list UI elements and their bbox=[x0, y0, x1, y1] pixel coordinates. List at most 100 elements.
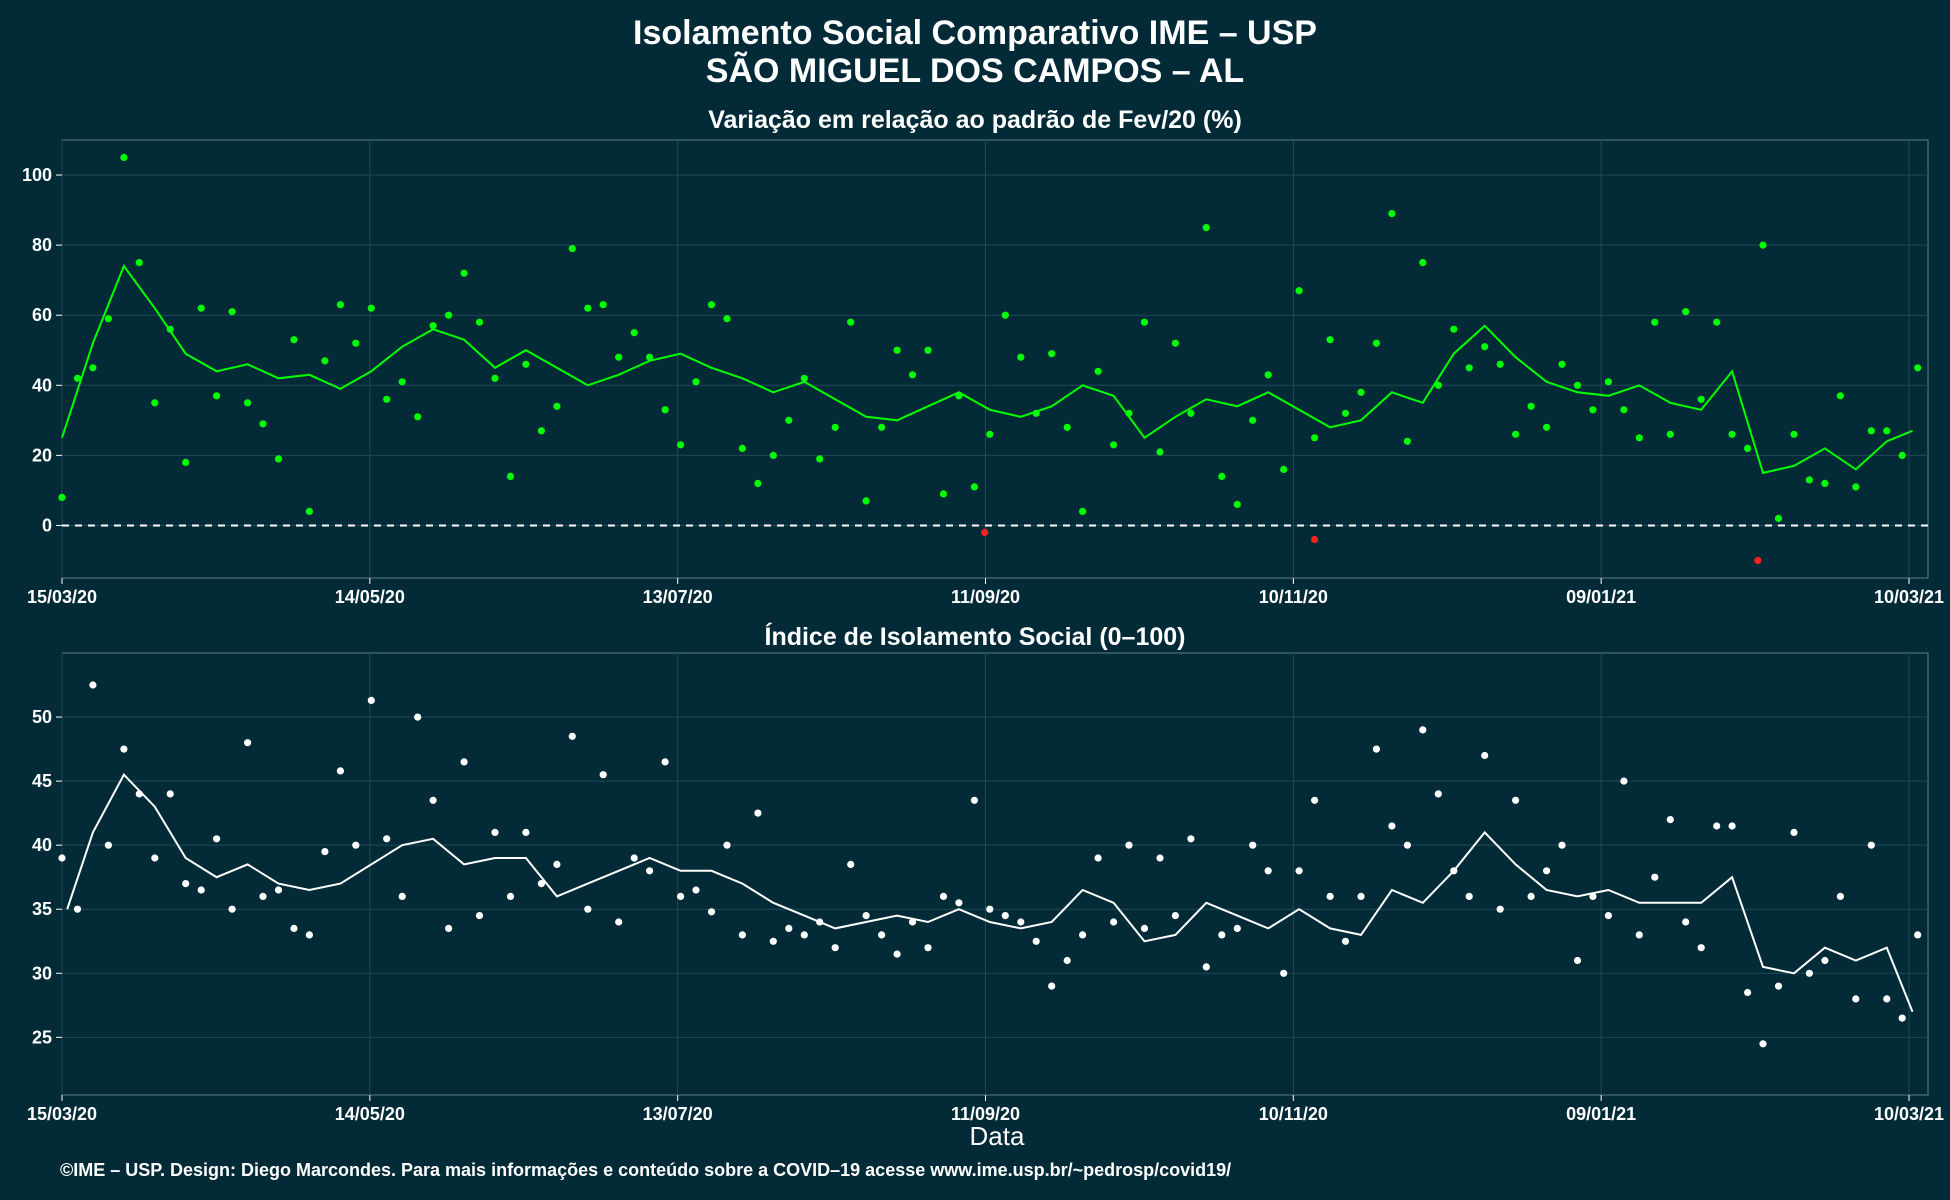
bot-data-point bbox=[939, 892, 948, 901]
bot-data-point bbox=[692, 886, 700, 894]
top-data-point bbox=[1898, 451, 1906, 459]
top-ytick-label: 40 bbox=[32, 375, 52, 395]
top-data-point bbox=[1744, 444, 1752, 452]
top-data-point bbox=[135, 259, 143, 267]
top-data-point bbox=[584, 304, 592, 312]
bot-data-point bbox=[1032, 937, 1040, 945]
bot-data-point bbox=[1017, 918, 1025, 926]
negative-data-point bbox=[981, 528, 989, 537]
top-data-point bbox=[785, 416, 793, 424]
bot-data-point bbox=[414, 713, 422, 721]
bot-data-point bbox=[1604, 912, 1612, 920]
bot-data-point bbox=[1666, 816, 1674, 824]
bot-data-point bbox=[584, 905, 592, 913]
top-data-point bbox=[1728, 430, 1736, 438]
bot-data-point bbox=[1388, 822, 1396, 830]
bot-data-point bbox=[599, 771, 607, 779]
bot-data-point bbox=[1573, 956, 1582, 965]
top-data-point bbox=[1202, 224, 1210, 232]
bot-data-point bbox=[754, 809, 762, 817]
top-data-point bbox=[1465, 364, 1473, 372]
top-data-point bbox=[769, 451, 777, 459]
bot-data-point bbox=[816, 918, 824, 926]
top-data-point bbox=[1651, 318, 1659, 326]
bot-xtick-label: 09/01/21 bbox=[1566, 1104, 1636, 1124]
top-data-point bbox=[1805, 476, 1813, 484]
bot-data-point bbox=[970, 796, 979, 804]
top-data-point bbox=[1450, 325, 1458, 333]
top-data-point bbox=[1914, 364, 1922, 372]
bot-data-point bbox=[383, 835, 391, 843]
bot-data-point bbox=[862, 912, 870, 920]
top-data-point bbox=[445, 311, 453, 319]
bot-data-point bbox=[244, 739, 252, 747]
bot-data-point bbox=[1682, 918, 1690, 926]
bot-ytick-label: 35 bbox=[32, 899, 52, 919]
top-data-point bbox=[1079, 507, 1087, 515]
bot-xtick-label: 15/03/20 bbox=[27, 1104, 97, 1124]
bot-data-point bbox=[1048, 982, 1056, 990]
top-data-point bbox=[290, 336, 298, 344]
top-data-point bbox=[847, 318, 855, 326]
top-moving-average-line bbox=[61, 264, 1913, 475]
bot-data-point bbox=[1759, 1040, 1767, 1048]
bot-data-point bbox=[274, 886, 283, 894]
top-data-point bbox=[1481, 343, 1489, 351]
bot-data-point bbox=[182, 880, 190, 888]
bot-data-point bbox=[475, 912, 484, 920]
bot-data-point bbox=[1357, 892, 1365, 901]
bot-data-point bbox=[491, 828, 499, 837]
top-data-point bbox=[630, 329, 638, 337]
bottom-x-ticks: 15/03/20 14/05/20 13/07/20 11/09/20 10/11/20… bbox=[27, 1095, 1944, 1124]
bot-xtick-label: 14/05/20 bbox=[335, 1104, 405, 1124]
bot-data-point bbox=[1218, 931, 1226, 939]
bot-ytick-label: 30 bbox=[32, 963, 52, 983]
top-data-point bbox=[1110, 441, 1118, 449]
top-data-point bbox=[816, 455, 824, 463]
top-xtick-label: 13/07/20 bbox=[643, 587, 713, 607]
bot-data-point bbox=[1311, 796, 1319, 804]
bot-data-point bbox=[321, 848, 329, 856]
top-panel: 0 20 40 60 80 100 15/03/20 14/05/20 13/07/20 11/… bbox=[22, 139, 1944, 607]
bot-data-point bbox=[1774, 982, 1783, 990]
top-data-point bbox=[1280, 465, 1288, 473]
bot-data-point bbox=[1326, 892, 1334, 901]
top-data-point bbox=[1001, 311, 1009, 319]
top-data-point bbox=[1883, 427, 1891, 435]
top-x-ticks: 15/03/20 14/05/20 13/07/20 11/09/20 10/11/20… bbox=[27, 578, 1944, 607]
top-data-point bbox=[1218, 472, 1226, 480]
bot-data-point bbox=[1419, 726, 1427, 734]
bot-data-point bbox=[1372, 745, 1380, 753]
top-data-point bbox=[1682, 308, 1690, 316]
bot-data-point bbox=[1543, 867, 1551, 875]
bot-data-point bbox=[1434, 790, 1442, 798]
bot-data-point bbox=[1156, 854, 1164, 862]
bot-data-point bbox=[1898, 1014, 1906, 1022]
top-data-point bbox=[1403, 437, 1411, 445]
top-data-point bbox=[1821, 479, 1829, 487]
bot-data-point bbox=[1249, 841, 1257, 849]
top-data-point bbox=[259, 420, 267, 428]
top-data-point bbox=[1419, 259, 1427, 267]
top-data-point bbox=[244, 399, 252, 407]
bot-data-point bbox=[1744, 988, 1752, 997]
bot-data-point bbox=[1805, 969, 1813, 977]
bottom-gridlines bbox=[61, 653, 1928, 1095]
top-data-point bbox=[1496, 360, 1504, 368]
top-data-point bbox=[1666, 430, 1674, 438]
negative-data-point bbox=[1311, 535, 1319, 544]
chart-title-line2: SÃO MIGUEL DOS CAMPOS – AL bbox=[706, 52, 1244, 90]
top-data-point bbox=[1357, 388, 1365, 396]
bot-data-point bbox=[677, 892, 685, 901]
top-ytick-label: 100 bbox=[22, 165, 52, 185]
bot-data-point bbox=[1063, 956, 1071, 965]
bot-data-point bbox=[506, 892, 515, 901]
bot-data-point bbox=[646, 867, 654, 875]
bot-data-point bbox=[1465, 892, 1473, 901]
top-data-point bbox=[723, 315, 731, 323]
top-data-point bbox=[1759, 241, 1767, 249]
top-ytick-label: 80 bbox=[32, 235, 52, 255]
bot-data-point bbox=[197, 886, 205, 894]
bot-xtick-label: 10/11/20 bbox=[1259, 1104, 1328, 1124]
top-ytick-label: 60 bbox=[32, 305, 52, 325]
